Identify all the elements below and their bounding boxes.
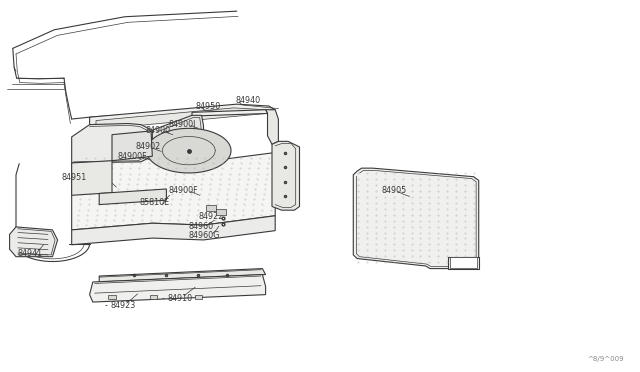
Text: 84922: 84922: [198, 212, 224, 221]
Polygon shape: [206, 205, 216, 211]
Polygon shape: [96, 108, 270, 127]
Text: 84902: 84902: [136, 142, 161, 151]
Text: 84960: 84960: [189, 222, 214, 231]
Text: 84910: 84910: [168, 294, 193, 303]
Text: 84950: 84950: [195, 102, 220, 110]
Polygon shape: [72, 124, 152, 163]
Text: 84951: 84951: [61, 173, 86, 182]
Polygon shape: [10, 227, 58, 257]
Polygon shape: [147, 128, 231, 173]
Polygon shape: [90, 275, 266, 302]
Polygon shape: [150, 295, 157, 299]
Text: 84960G: 84960G: [189, 231, 220, 240]
Text: 84900F: 84900F: [168, 186, 198, 195]
Polygon shape: [266, 110, 278, 144]
Polygon shape: [99, 189, 166, 205]
Polygon shape: [112, 131, 152, 161]
Text: -: -: [104, 301, 107, 310]
Polygon shape: [152, 115, 204, 162]
Polygon shape: [450, 257, 477, 268]
Polygon shape: [72, 216, 275, 245]
Text: 84905: 84905: [381, 186, 406, 195]
Text: 84940: 84940: [236, 96, 260, 105]
Polygon shape: [272, 141, 300, 210]
Polygon shape: [448, 257, 479, 269]
Text: -: -: [162, 294, 164, 303]
Text: 84941: 84941: [18, 249, 43, 258]
Polygon shape: [192, 110, 268, 116]
Polygon shape: [90, 104, 275, 125]
Polygon shape: [108, 295, 116, 299]
Text: 84900F: 84900F: [117, 152, 147, 161]
Text: 85810E: 85810E: [140, 198, 170, 207]
Polygon shape: [72, 153, 275, 230]
Polygon shape: [99, 269, 266, 282]
Text: ^8/9^009: ^8/9^009: [588, 356, 624, 362]
Text: 84923: 84923: [110, 301, 135, 310]
Text: 84900: 84900: [146, 126, 171, 135]
Polygon shape: [72, 161, 112, 195]
Polygon shape: [216, 209, 226, 215]
Text: 84900J: 84900J: [168, 120, 196, 129]
Polygon shape: [353, 168, 479, 269]
Polygon shape: [195, 295, 202, 299]
